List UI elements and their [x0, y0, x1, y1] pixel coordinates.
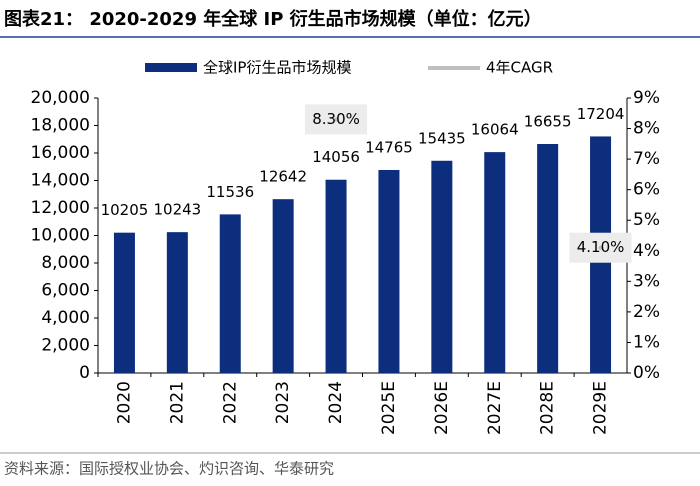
bar — [219, 214, 241, 373]
y-tick-label: 16,000 — [31, 143, 90, 163]
data-label: 17204 — [577, 105, 625, 123]
x-tick-label: 2024 — [326, 381, 346, 424]
x-tick-label: 2021 — [167, 381, 187, 424]
bar — [113, 232, 135, 373]
x-tick-label: 2028E — [538, 381, 558, 435]
y2-tick-label: 2% — [633, 302, 660, 322]
x-tick-label: 2026E — [432, 381, 452, 435]
data-label: 16064 — [471, 121, 519, 139]
data-label: 14056 — [312, 148, 360, 166]
x-tick-label: 2025E — [379, 381, 399, 435]
x-tick-label: 2027E — [485, 381, 505, 435]
y-tick-label: 4,000 — [41, 308, 90, 328]
x-tick-label: 2023 — [273, 381, 293, 424]
data-label: 16655 — [524, 112, 572, 130]
source-note: 资料来源：国际授权业协会、灼识咨询、华泰研究 — [4, 460, 334, 478]
y-tick-label: 10,000 — [31, 226, 90, 246]
y2-tick-label: 4% — [633, 241, 660, 261]
y2-tick-label: 7% — [633, 149, 660, 169]
y-tick-label: 8,000 — [41, 253, 90, 273]
y-tick-label: 6,000 — [41, 281, 90, 301]
data-label: 10243 — [153, 201, 201, 219]
bar — [325, 179, 347, 373]
bar — [272, 199, 294, 373]
y-tick-label: 2,000 — [41, 336, 90, 356]
bar — [378, 169, 400, 373]
cagr-point — [334, 117, 339, 122]
x-tick-label: 2029E — [591, 381, 611, 435]
bar — [431, 160, 453, 373]
y-tick-label: 14,000 — [31, 171, 90, 191]
y2-tick-label: 3% — [633, 271, 660, 291]
data-label: 11536 — [206, 183, 254, 201]
y-tick-label: 20,000 — [31, 88, 90, 108]
y2-tick-label: 8% — [633, 119, 660, 139]
data-label: 15435 — [418, 129, 466, 147]
x-tick-label: 2022 — [220, 381, 240, 424]
chart-title: 图表21： 2020-2029 年全球 IP 衍生品市场规模（单位：亿元） — [4, 8, 542, 30]
cagr-label: 8.30% — [312, 110, 360, 128]
x-tick-label: 2020 — [114, 381, 134, 424]
y2-tick-label: 6% — [633, 180, 660, 200]
y2-tick-label: 5% — [633, 210, 660, 230]
cagr-label: 4.10% — [577, 238, 625, 256]
y2-tick-label: 0% — [633, 363, 660, 383]
y-tick-label: 12,000 — [31, 198, 90, 218]
data-label: 14765 — [365, 138, 413, 156]
cagr-point — [598, 245, 603, 250]
legend-label: 全球IP衍生品市场规模 — [203, 59, 351, 77]
y2-tick-label: 1% — [633, 332, 660, 352]
y-tick-label: 0 — [79, 363, 90, 383]
bar — [166, 232, 188, 373]
legend-swatch — [145, 63, 197, 72]
bar — [537, 143, 559, 373]
legend-label: 4年CAGR — [486, 59, 553, 77]
data-label: 12642 — [259, 168, 307, 186]
y2-tick-label: 9% — [633, 88, 660, 108]
data-label: 10205 — [101, 201, 149, 219]
bar — [484, 152, 506, 373]
y-tick-label: 18,000 — [31, 116, 90, 136]
